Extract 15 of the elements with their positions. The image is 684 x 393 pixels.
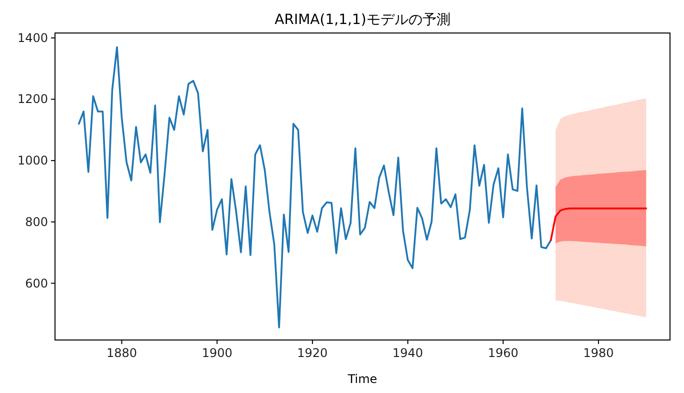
x-tick-label: 1900 — [202, 346, 232, 360]
line-series — [550, 208, 648, 242]
y-tick-label: 1000 — [17, 154, 48, 168]
x-tick-label: 1980 — [583, 346, 614, 360]
x-tick-label: 1920 — [297, 346, 328, 360]
y-tick-label: 1200 — [17, 92, 48, 106]
y-tick-label: 800 — [25, 214, 48, 229]
y-tick-label: 600 — [25, 276, 48, 290]
chart-title: ARIMA(1,1,1)モデルの予測 — [274, 12, 450, 28]
y-tick-label: 1400 — [17, 30, 48, 45]
x-axis-title: Time — [346, 372, 378, 386]
line-series — [78, 46, 552, 328]
x-tick-label: 1940 — [392, 346, 424, 360]
x-tick-label: 1880 — [106, 346, 138, 360]
x-tick-label: 1960 — [488, 346, 518, 360]
